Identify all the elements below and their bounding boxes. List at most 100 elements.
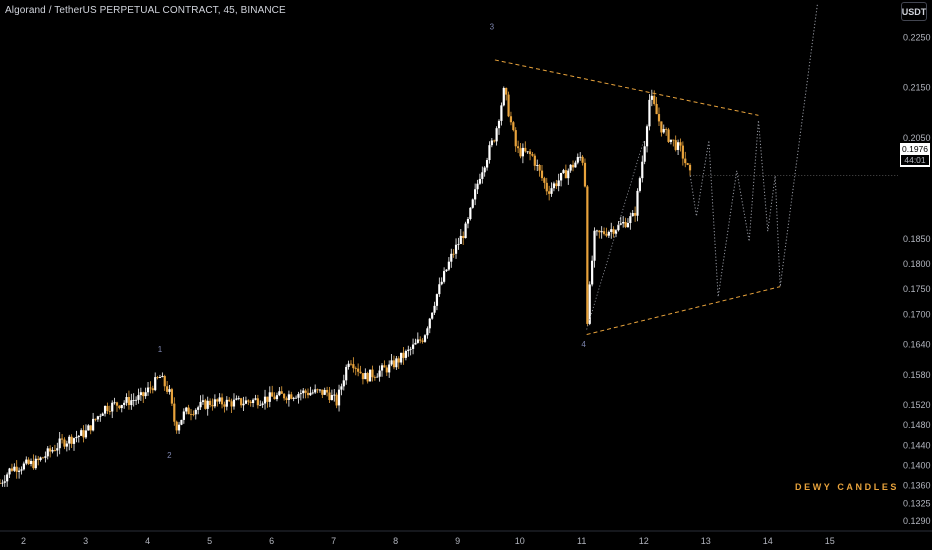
candle-body <box>352 364 355 369</box>
candle <box>345 364 348 385</box>
candle-body <box>142 392 145 397</box>
candle <box>209 398 212 408</box>
candle-body <box>390 360 393 365</box>
y-tick-label: 0.2150 <box>903 83 931 93</box>
candle <box>352 357 355 373</box>
candle <box>49 445 52 458</box>
candle <box>311 389 314 395</box>
candle-body <box>495 128 498 142</box>
candle <box>10 463 14 472</box>
candle <box>686 162 689 166</box>
candle <box>146 382 150 396</box>
candle-body <box>507 94 510 117</box>
wave-label: 2 <box>167 451 172 460</box>
candle <box>610 222 613 239</box>
candle-body <box>466 218 470 224</box>
candle <box>631 209 634 217</box>
candle-body <box>280 391 283 394</box>
candle <box>447 257 450 271</box>
candle-body <box>211 405 214 407</box>
candle <box>187 404 190 415</box>
candle <box>643 141 646 165</box>
candle <box>273 392 276 400</box>
candle-body <box>340 386 343 390</box>
projection-path <box>586 4 818 330</box>
candle <box>531 152 534 157</box>
candle-body <box>617 224 620 231</box>
candle-body <box>249 401 252 404</box>
candle-body <box>132 400 135 401</box>
candle <box>495 126 498 146</box>
candle-body <box>6 474 9 482</box>
candle-body <box>619 223 622 225</box>
candle-body <box>662 129 665 133</box>
candle <box>595 229 599 236</box>
watermark: DEWY CANDLES <box>795 482 899 492</box>
candle-body <box>548 191 551 194</box>
candle-body <box>242 403 245 406</box>
candle <box>326 386 329 397</box>
candle-body <box>600 231 603 233</box>
candle-body <box>146 387 150 393</box>
candle <box>13 463 16 473</box>
candle <box>173 397 176 426</box>
candle-body <box>400 352 403 363</box>
candle-body <box>648 99 651 127</box>
candle <box>574 160 577 168</box>
candle-body <box>583 162 587 187</box>
candle-body <box>199 401 202 408</box>
candle-body <box>349 363 353 365</box>
candle <box>548 185 551 201</box>
candle-body <box>247 400 250 402</box>
x-tick-label: 10 <box>515 536 525 546</box>
candle-body <box>631 213 634 217</box>
x-tick-label: 5 <box>207 536 212 546</box>
candle-body <box>60 438 64 440</box>
candle-body <box>443 271 446 282</box>
candle <box>383 360 386 368</box>
candle <box>237 395 240 401</box>
candle <box>684 151 687 168</box>
candle-body <box>103 405 107 414</box>
candle <box>316 388 319 394</box>
candle <box>559 172 563 187</box>
candle <box>6 472 9 487</box>
candle-body <box>514 130 517 147</box>
candle-body <box>13 466 16 471</box>
candle <box>228 397 231 402</box>
candle-body <box>376 376 379 378</box>
candle <box>70 434 73 449</box>
candle <box>514 127 517 152</box>
candle-body <box>536 164 539 166</box>
candle <box>521 143 524 164</box>
candle <box>154 372 157 392</box>
candle-body <box>75 436 78 439</box>
candle <box>669 139 673 145</box>
candle <box>607 230 610 239</box>
candle-body <box>321 389 324 395</box>
candle-body <box>201 400 205 402</box>
candle-body <box>27 459 30 464</box>
candle <box>39 456 42 462</box>
candle-body <box>559 172 563 181</box>
candle-body <box>364 372 367 380</box>
candle-body <box>593 230 596 261</box>
candle <box>199 395 202 410</box>
candle-body <box>483 167 486 173</box>
candle <box>96 415 99 422</box>
candle <box>426 326 429 339</box>
candle <box>182 408 185 424</box>
candle-body <box>402 352 405 358</box>
candle <box>213 394 216 409</box>
candle-body <box>505 87 508 95</box>
candle <box>497 119 501 135</box>
candle <box>622 216 625 228</box>
candle <box>92 412 95 432</box>
candle-body <box>488 145 491 161</box>
candle-body <box>450 253 453 262</box>
currency-button[interactable]: USDT <box>901 2 927 21</box>
candle <box>388 360 391 378</box>
candle <box>378 365 381 382</box>
candle-body <box>493 140 496 142</box>
